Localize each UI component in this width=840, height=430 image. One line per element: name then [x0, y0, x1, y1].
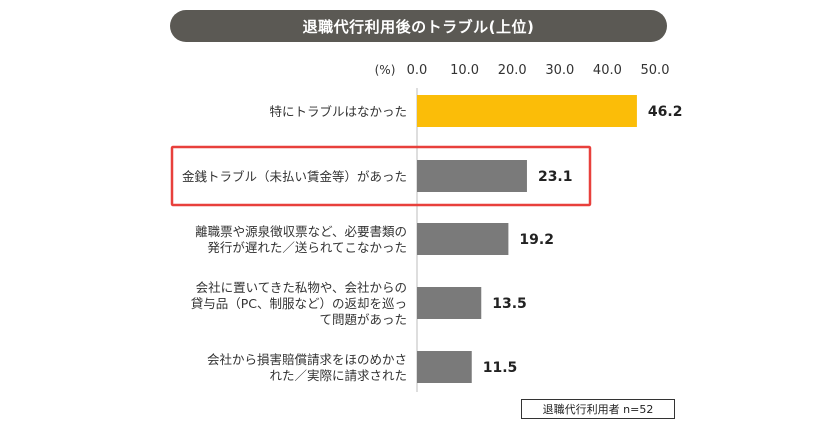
- axis-unit-label: (%): [375, 63, 396, 77]
- category-label-line: 貸与品（PC、制服など）の返却を巡っ: [191, 296, 407, 311]
- x-tick-label: 0.0: [407, 63, 428, 78]
- data-label: 11.5: [483, 360, 518, 376]
- category-label-line: 発行が遅れた／送られてこなかった: [207, 240, 407, 255]
- x-tick-label: 10.0: [450, 63, 479, 78]
- category-label: 会社から損害賠償請求をほのめかされた／実際に請求された: [207, 352, 407, 383]
- highlight-frame: [170, 145, 592, 207]
- category-label-line: 会社に置いてきた私物や、会社からの: [196, 280, 407, 295]
- sample-size-note: 退職代行利用者 n=52: [521, 399, 675, 419]
- category-label-line: 特にトラブルはなかった: [269, 104, 407, 119]
- category-label-line: 金銭トラブル（未払い賃金等）があった: [182, 169, 407, 184]
- chart-title: 退職代行利用後のトラブル(上位): [170, 10, 667, 42]
- x-tick-label: 50.0: [641, 63, 670, 78]
- bar: [417, 287, 482, 319]
- x-tick-label: 30.0: [545, 63, 574, 78]
- category-label-line: れた／実際に請求された: [269, 368, 407, 383]
- x-tick-label: 20.0: [498, 63, 527, 78]
- x-tick-label: 40.0: [593, 63, 622, 78]
- data-label: 46.2: [648, 104, 683, 120]
- category-label-line: て問題があった: [319, 312, 407, 327]
- bar: [417, 160, 527, 192]
- data-label: 13.5: [492, 296, 527, 312]
- bar: [417, 351, 472, 383]
- category-label-line: 会社から損害賠償請求をほのめかさ: [207, 352, 407, 367]
- data-label: 19.2: [519, 232, 554, 248]
- category-label: 特にトラブルはなかった: [269, 104, 407, 119]
- category-label: 離職票や源泉徴収票など、必要書類の発行が遅れた／送られてこなかった: [195, 224, 407, 255]
- bar: [417, 223, 509, 255]
- category-label-line: 離職票や源泉徴収票など、必要書類の: [195, 224, 407, 239]
- category-label: 会社に置いてきた私物や、会社からの貸与品（PC、制服など）の返却を巡って問題があ…: [191, 280, 407, 327]
- data-label: 23.1: [538, 169, 573, 185]
- bar: [417, 95, 637, 127]
- category-label: 金銭トラブル（未払い賃金等）があった: [182, 169, 407, 184]
